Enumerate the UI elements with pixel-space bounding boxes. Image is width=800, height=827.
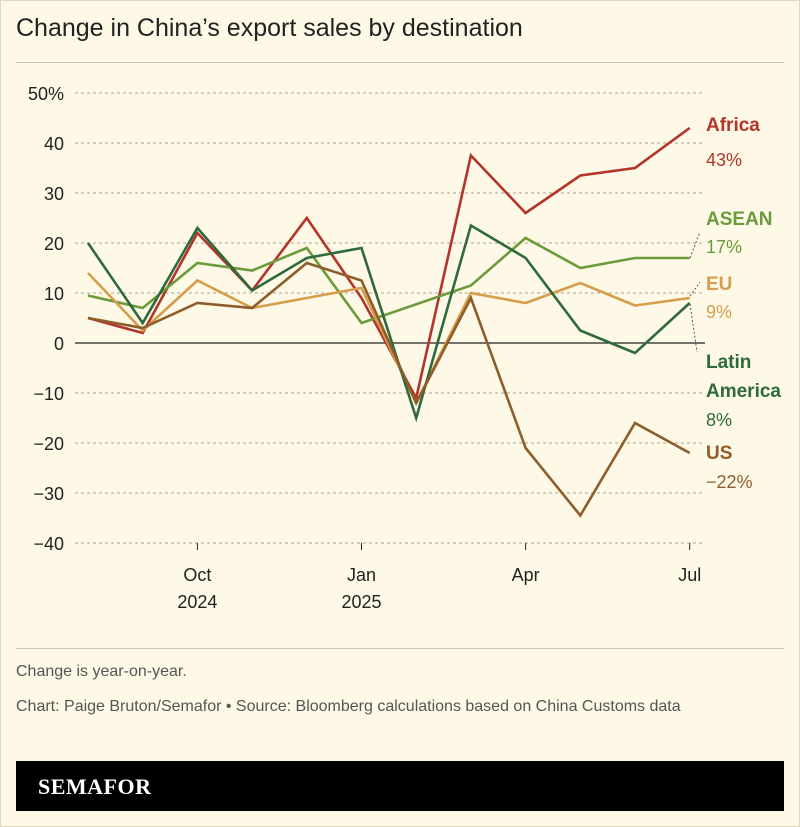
y-tick-label: 50% bbox=[28, 84, 64, 104]
series-value-latin-america: 8% bbox=[706, 410, 732, 430]
y-tick-label: 10 bbox=[44, 284, 64, 304]
series-label-latin-america: Latin bbox=[706, 352, 751, 373]
note-credit: Chart: Paige Bruton/Semafor • Source: Bl… bbox=[16, 698, 681, 715]
x-tick-sublabel: 2025 bbox=[341, 592, 381, 612]
y-tick-label: −40 bbox=[33, 534, 64, 554]
x-tick-sublabel: 2024 bbox=[177, 592, 217, 612]
label-connector bbox=[689, 303, 698, 353]
chart-title: Change in China’s export sales by destin… bbox=[16, 14, 523, 42]
series-value-asean: 17% bbox=[706, 237, 742, 257]
y-tick-label: 0 bbox=[54, 334, 64, 354]
series-label-us: US bbox=[706, 443, 732, 464]
y-tick-label: 20 bbox=[44, 234, 64, 254]
y-tick-label: −10 bbox=[33, 384, 64, 404]
series-value-africa: 43% bbox=[706, 150, 742, 170]
x-tick-label: Jan bbox=[347, 565, 376, 585]
note-change: Change is year-on-year. bbox=[16, 663, 187, 680]
series-value-eu: 9% bbox=[706, 302, 732, 322]
line-chart: 50% 40 30 20 10 0 −10 −20 −30 −40 Oct 2024 Jan 2025 Ap… bbox=[28, 84, 781, 612]
y-tick-label: −30 bbox=[33, 484, 64, 504]
series-line-latin-america bbox=[86, 223, 691, 423]
x-tick-label: Jul bbox=[678, 565, 701, 585]
y-tick-label: −20 bbox=[33, 434, 64, 454]
divider bbox=[16, 62, 784, 63]
y-tick-label: 40 bbox=[44, 134, 64, 154]
series-line-asean bbox=[87, 236, 690, 325]
series-line-us bbox=[87, 261, 691, 518]
label-connector bbox=[689, 231, 701, 259]
x-tick-label: Oct bbox=[183, 565, 211, 585]
brand-logo: SEMAFOR bbox=[38, 774, 152, 799]
brand-bar: SEMAFOR bbox=[16, 761, 784, 811]
series-label-asean: ASEAN bbox=[706, 209, 773, 230]
y-tick-label: 30 bbox=[44, 184, 64, 204]
series-label-africa: Africa bbox=[706, 115, 760, 136]
series-line-eu bbox=[87, 272, 690, 406]
series-value-us: −22% bbox=[706, 472, 753, 492]
x-tick-label: Apr bbox=[512, 565, 540, 585]
label-connector bbox=[689, 281, 701, 297]
divider bbox=[16, 648, 784, 649]
series-label-latin-america: America bbox=[706, 381, 781, 402]
series-label-eu: EU bbox=[706, 274, 732, 295]
